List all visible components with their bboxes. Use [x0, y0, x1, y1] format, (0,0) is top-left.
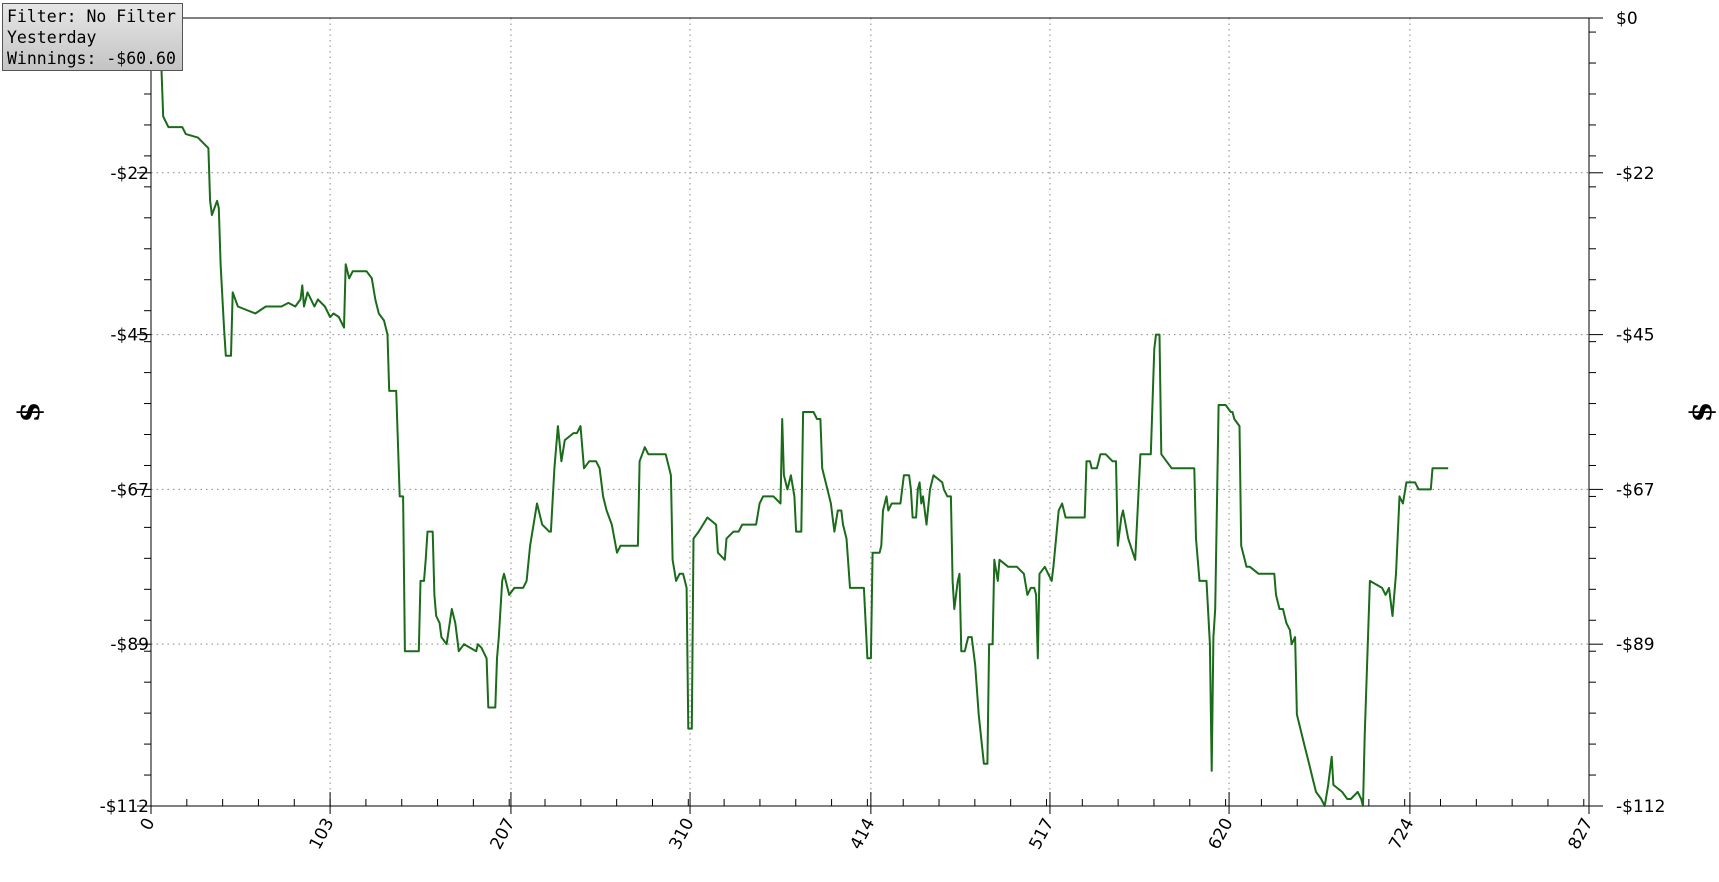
y-tick-label-left: -$45 — [110, 326, 149, 346]
y-tick-label-right: -$89 — [1616, 635, 1655, 655]
y-tick-label-right: $0 — [1616, 9, 1638, 29]
y-axis-title-left: $ — [13, 402, 48, 423]
x-tick-label: 207 — [486, 815, 519, 853]
y-tick-label-left: -$89 — [110, 635, 149, 655]
filter-label: Filter: No Filter — [7, 7, 176, 26]
filter-info-box: Filter: No Filter Yesterday Winnings: -$… — [2, 3, 183, 71]
x-tick-label: 724 — [1385, 815, 1418, 853]
y-tick-label-left: -$67 — [110, 480, 149, 500]
period-label: Yesterday — [7, 28, 97, 47]
y-tick-label-right: -$22 — [1616, 164, 1655, 184]
x-tick-label: 310 — [666, 815, 699, 853]
y-tick-label-right: -$112 — [1616, 797, 1665, 817]
x-tick-label: 620 — [1205, 815, 1238, 853]
x-tick-label: 827 — [1565, 815, 1598, 853]
y-tick-label-right: -$45 — [1616, 326, 1655, 346]
x-tick-label: 103 — [306, 815, 339, 853]
y-tick-label-left: -$22 — [110, 164, 149, 184]
y-tick-label-right: -$67 — [1616, 480, 1655, 500]
y-axis-title-right: $ — [1685, 402, 1719, 423]
y-tick-label-left: -$112 — [100, 797, 149, 817]
winnings-label: Winnings: -$60.60 — [7, 49, 176, 68]
x-tick-label: 517 — [1025, 815, 1058, 853]
winnings-line — [150, 17, 1449, 807]
x-tick-label: 0 — [137, 815, 160, 834]
x-tick-label: 414 — [846, 815, 879, 853]
